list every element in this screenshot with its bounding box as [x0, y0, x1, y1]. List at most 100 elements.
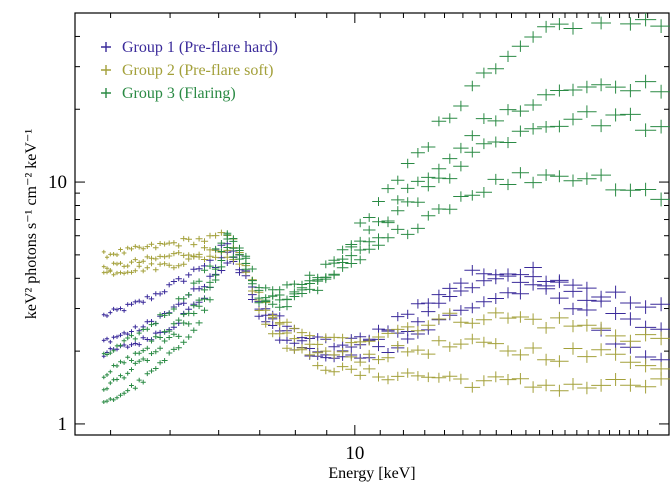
- data-point: [118, 261, 123, 266]
- data-point: [175, 317, 182, 323]
- data-point: [185, 256, 192, 262]
- data-point: [129, 333, 134, 338]
- data-point: [136, 350, 142, 356]
- data-point: [550, 292, 569, 305]
- x-tick-label: 10: [345, 443, 364, 464]
- data-point: [195, 265, 203, 272]
- data-point: [635, 358, 657, 373]
- data-point: [391, 175, 405, 185]
- data-point: [487, 173, 504, 185]
- data-point: [148, 368, 155, 374]
- data-point: [410, 223, 425, 234]
- data-point: [577, 80, 597, 94]
- data-point: [304, 331, 315, 340]
- data-point: [453, 161, 469, 172]
- data-point: [105, 270, 110, 275]
- data-point: [650, 372, 670, 386]
- data-point: [328, 259, 340, 268]
- data-point: [148, 338, 155, 344]
- data-point: [289, 334, 300, 343]
- data-point: [464, 130, 481, 141]
- data-point: [161, 261, 168, 267]
- data-point: [170, 306, 177, 312]
- data-point: [453, 373, 469, 385]
- legend-label: Group 1 (Pre-flare hard): [122, 39, 278, 56]
- data-point: [125, 388, 131, 393]
- data-point: [635, 327, 657, 342]
- data-point: [431, 335, 447, 346]
- data-point: [157, 312, 163, 318]
- data-point: [363, 225, 376, 235]
- data-point: [132, 299, 138, 305]
- data-point: [620, 312, 641, 326]
- data-point: [605, 329, 626, 343]
- data-point: [185, 236, 192, 243]
- data-point: [101, 387, 106, 392]
- data-point: [499, 50, 517, 62]
- data-point: [185, 334, 192, 340]
- data-point: [211, 266, 220, 273]
- data-point: [114, 252, 120, 257]
- data-point: [511, 373, 529, 385]
- data-point: [372, 342, 385, 352]
- data-point: [372, 355, 385, 365]
- data-point: [190, 241, 198, 248]
- data-point: [336, 245, 349, 254]
- data-point: [166, 335, 173, 341]
- data-point: [132, 268, 138, 273]
- data-point: [206, 253, 214, 260]
- data-point: [223, 259, 232, 266]
- data-point: [161, 312, 168, 318]
- data-point: [372, 197, 385, 206]
- data-point: [175, 250, 182, 256]
- data-point: [499, 270, 517, 282]
- data-point: [254, 307, 264, 314]
- data-point: [400, 158, 415, 169]
- data-point: [152, 334, 159, 340]
- data-point: [381, 353, 395, 363]
- data-point: [464, 333, 481, 345]
- data-point: [563, 302, 583, 315]
- data-point: [391, 224, 405, 234]
- y-tick-label: 10: [48, 172, 67, 193]
- data-point: [195, 297, 203, 303]
- plot-frame: [74, 12, 670, 436]
- data-point: [620, 378, 641, 392]
- data-point: [136, 359, 142, 364]
- data-point: [475, 67, 492, 79]
- data-point: [550, 170, 569, 183]
- data-point: [241, 260, 251, 267]
- data-point: [101, 264, 106, 269]
- data-point: [650, 362, 670, 376]
- data-point: [118, 343, 123, 348]
- data-point: [635, 182, 657, 197]
- data-point: [105, 255, 110, 260]
- data-point: [125, 245, 131, 251]
- data-point: [105, 266, 110, 271]
- data-point: [152, 349, 159, 355]
- data-point: [132, 361, 138, 366]
- data-point: [101, 249, 106, 254]
- data-point: [190, 280, 198, 286]
- data-point: [442, 341, 458, 352]
- data-point: [620, 84, 641, 98]
- data-point: [304, 340, 315, 349]
- data-point: [391, 312, 405, 322]
- data-point: [410, 325, 425, 336]
- data-point: [345, 251, 358, 260]
- data-point: [400, 368, 415, 378]
- data-point: [144, 326, 150, 332]
- data-point: [129, 270, 134, 275]
- series-3: [101, 12, 670, 404]
- data-point: [635, 74, 657, 89]
- data-point: [511, 125, 529, 137]
- data-point: [577, 105, 597, 118]
- data-point: [144, 244, 150, 249]
- data-point: [650, 19, 670, 33]
- data-point: [200, 244, 209, 251]
- data-point: [170, 265, 177, 271]
- data-point: [511, 349, 529, 361]
- data-point: [254, 312, 264, 320]
- data-point: [282, 318, 292, 326]
- data-point: [136, 342, 142, 347]
